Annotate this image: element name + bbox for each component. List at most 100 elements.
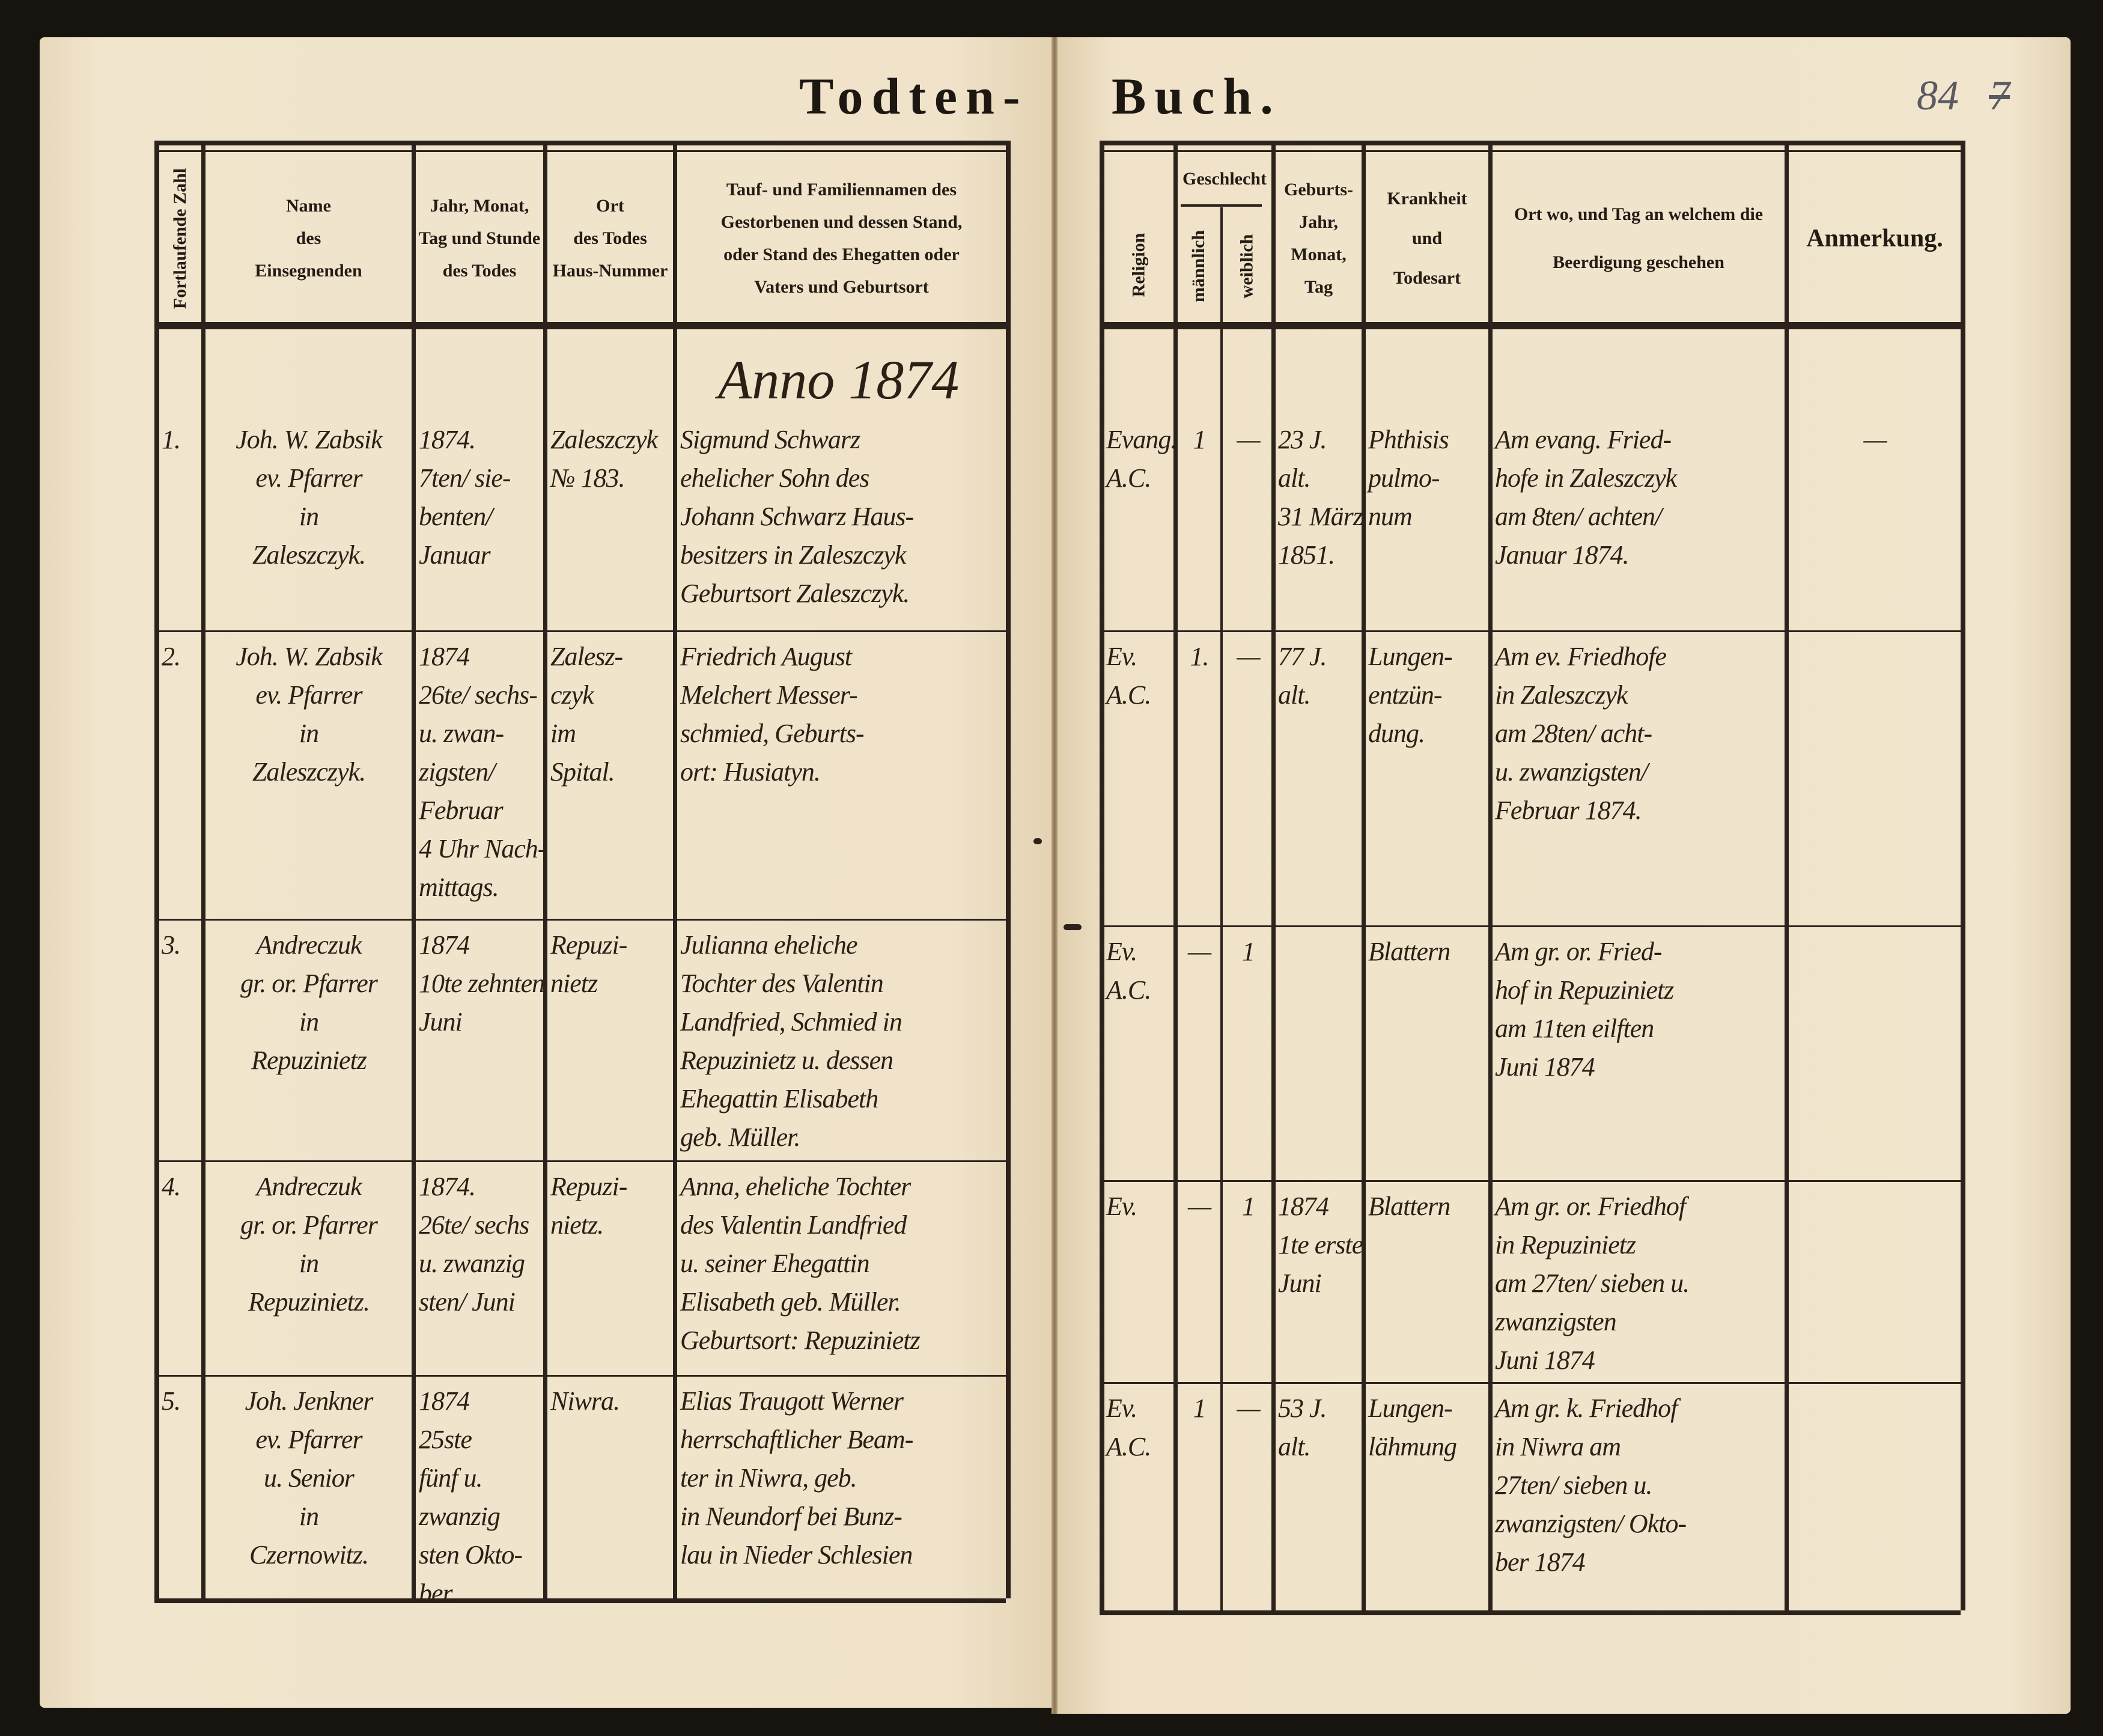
header-deceased: Tauf- und Familiennamen des Gestorbenen … — [720, 180, 963, 297]
column-rule — [1173, 141, 1178, 1610]
column-rule — [1006, 141, 1011, 1598]
entry-4-officiant: Andreczuk gr. or. Pfarrer in Repuzinietz… — [240, 1172, 378, 1317]
struck-folio-number: 7 — [1989, 73, 2010, 119]
entry-1-male: 1 — [1193, 425, 1207, 454]
entry-3-place: Repuzi- nietz — [550, 930, 627, 998]
entry-3-date: 1874 10te zehnten Juni — [419, 930, 545, 1037]
row-rule — [1100, 1610, 1961, 1615]
binding-thread — [1033, 838, 1042, 844]
header-remark: Anmerkung. — [1806, 225, 1943, 252]
column-rule — [1785, 141, 1789, 1610]
row-rule — [154, 630, 1006, 632]
entry-4-place: Repuzi- nietz. — [550, 1172, 627, 1240]
book-title-right: Buch. — [1112, 67, 1282, 125]
entry-4-burial: Am gr. or. Friedhof in Repuzinietz am 27… — [1495, 1192, 1690, 1375]
entry-4-date: 1874. 26te/ sechs u. zwanzig sten/ Juni — [419, 1172, 529, 1317]
header-female: weiblich — [1223, 210, 1271, 322]
row-rule — [1100, 1382, 1961, 1384]
header-officiant: Name des Einsegnenden — [255, 196, 362, 281]
entry-1-officiant: Joh. W. Zabsik ev. Pfarrer in Zaleszczyk… — [236, 425, 383, 570]
column-rule — [1271, 141, 1276, 1610]
entry-5-officiant: Joh. Jenkner ev. Pfarrer u. Senior in Cz… — [245, 1386, 374, 1570]
row-rule — [1181, 204, 1262, 207]
row-rule — [1100, 630, 1961, 632]
entry-5-place: Niwra. — [550, 1386, 620, 1416]
entry-5-religion: Ev. A.C. — [1106, 1393, 1151, 1461]
folio-number: 84 — [1917, 73, 1959, 119]
header-place: Ort des Todes Haus-Nummer — [552, 196, 668, 281]
row-rule — [1100, 925, 1961, 927]
column-rule — [543, 141, 547, 1598]
header-male-label: männlich — [1188, 230, 1209, 303]
entry-4-male: — — [1187, 1192, 1211, 1221]
binding-thread — [1064, 924, 1082, 930]
column-rule — [154, 141, 159, 1598]
entry-5-male: 1 — [1193, 1393, 1207, 1423]
header-disease: Krankheit und Todesart — [1387, 189, 1467, 288]
header-female-label: weiblich — [1237, 234, 1257, 299]
entry-1-religion: Evang. A.C. — [1106, 425, 1177, 493]
row-rule — [154, 1598, 1006, 1603]
header-sex: Geschlecht — [1182, 169, 1267, 189]
entry-5-female: — — [1237, 1393, 1260, 1423]
entry-3-female: 1 — [1242, 937, 1255, 966]
entry-2-number: 2. — [162, 642, 181, 671]
entry-3-disease: Blattern — [1368, 937, 1450, 966]
book-title-left: Todten- — [799, 67, 1029, 125]
entry-2-date: 1874 26te/ sechs- u. zwan- zigsten/ Febr… — [419, 642, 546, 902]
entry-1-deceased: Sigmund Schwarz ehelicher Sohn des Johan… — [680, 425, 914, 608]
right-page — [1055, 37, 2071, 1714]
entry-2-female: — — [1237, 642, 1260, 671]
column-rule — [412, 141, 416, 1598]
entry-5-date: 1874 25ste fünf u. zwanzig sten Okto- be… — [419, 1386, 523, 1608]
entry-3-male: — — [1187, 937, 1211, 966]
entry-1-disease: Phthisis pulmo- num — [1368, 425, 1449, 531]
row-rule — [154, 150, 1006, 152]
entry-2-disease: Lungen- entzün- dung. — [1368, 642, 1453, 748]
entry-5-number: 5. — [162, 1386, 181, 1416]
anno-year-heading: Anno 1874 — [718, 349, 960, 410]
header-burial: Ort wo, und Tag an welchem die Beerdigun… — [1514, 204, 1764, 272]
entry-2-place: Zalesz- czyk im Spital. — [550, 642, 623, 787]
entry-1-female: — — [1237, 425, 1260, 454]
entry-4-number: 4. — [162, 1172, 181, 1201]
row-rule — [154, 322, 1006, 329]
entry-2-officiant: Joh. W. Zabsik ev. Pfarrer in Zaleszczyk… — [236, 642, 383, 787]
entry-4-birth: 1874 1te erste Juni — [1278, 1192, 1363, 1298]
entry-1-burial: Am evang. Fried- hofe in Zaleszczyk am 8… — [1495, 425, 1677, 570]
column-rule — [201, 141, 205, 1598]
entry-2-burial: Am ev. Friedhofe in Zaleszczyk am 28ten/… — [1495, 642, 1667, 825]
column-rule — [1488, 141, 1493, 1610]
entry-1-remark: — — [1863, 425, 1887, 454]
row-rule — [154, 1160, 1006, 1162]
entry-2-male: 1. — [1190, 642, 1210, 671]
book-spine — [1052, 37, 1058, 1714]
entry-2-deceased: Friedrich August Melchert Messer- schmie… — [680, 642, 865, 787]
entry-5-birth: 53 J. alt. — [1278, 1393, 1327, 1461]
entry-3-religion: Ev. A.C. — [1106, 937, 1151, 1005]
entry-5-disease: Lungen- lähmung — [1368, 1393, 1457, 1461]
entry-3-number: 3. — [162, 930, 181, 960]
entry-3-deceased: Julianna eheliche Tochter des Valentin L… — [680, 930, 902, 1152]
header-serial-number: Fortlaufende Zahl — [159, 155, 201, 322]
column-rule — [673, 141, 677, 1598]
row-rule — [154, 919, 1006, 921]
entry-5-deceased: Elias Traugott Werner herrschaftlicher B… — [680, 1386, 913, 1570]
header-male: männlich — [1178, 210, 1220, 322]
header-serial-number-label: Fortlaufende Zahl — [170, 168, 190, 309]
entry-2-birth: 77 J. alt. — [1278, 642, 1327, 710]
entry-4-disease: Blattern — [1368, 1192, 1450, 1221]
column-rule — [1220, 207, 1223, 1610]
entry-1-place: Zaleszczyk № 183. — [550, 425, 658, 493]
entry-1-birth: 23 J. alt. 31 März 1851. — [1278, 425, 1363, 570]
column-rule — [1961, 141, 1965, 1610]
row-rule — [1100, 1180, 1961, 1182]
entry-2-religion: Ev. A.C. — [1106, 642, 1151, 710]
column-rule — [1362, 141, 1366, 1610]
row-rule — [154, 1375, 1006, 1377]
entry-3-burial: Am gr. or. Fried- hof in Repuzinietz am … — [1495, 937, 1674, 1082]
header-religion: Religion — [1104, 207, 1173, 322]
entry-1-date: 1874. 7ten/ sie- benten/ Januar — [419, 425, 511, 570]
header-birth: Geburts- Jahr, Monat, Tag — [1284, 180, 1353, 297]
entry-4-religion: Ev. — [1106, 1192, 1137, 1221]
